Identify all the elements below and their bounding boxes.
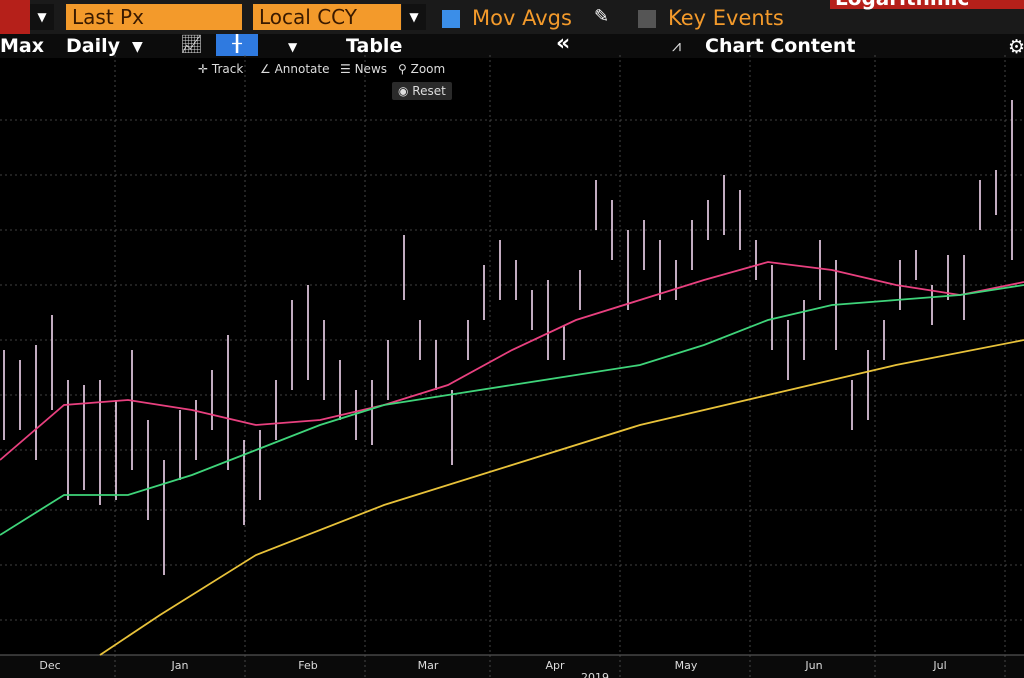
year-label: 2019	[581, 671, 609, 678]
checkbox[interactable]	[442, 10, 460, 28]
checkbox-label[interactable]: Key Events	[668, 6, 784, 30]
x-tick-label: Mar	[418, 659, 439, 672]
gear-icon[interactable]: ⚙	[1008, 36, 1024, 58]
tool-label: Annotate	[274, 62, 330, 76]
tool[interactable]: ∠ Annotate	[260, 62, 330, 76]
tool-label: Track	[211, 62, 244, 76]
dropdown-arrow[interactable]: ▼	[132, 39, 143, 55]
moving-average	[0, 261, 1024, 461]
corner	[0, 0, 30, 34]
tool[interactable]: ☰ News	[340, 62, 388, 76]
dropdown[interactable]: ▼	[30, 4, 54, 30]
dropdown-arrow[interactable]: ▼	[288, 40, 298, 54]
dropdown[interactable]: ▼	[402, 4, 426, 30]
axis-band	[0, 655, 1024, 678]
x-tick-label: May	[675, 659, 698, 672]
period-button[interactable]: Daily	[66, 35, 121, 57]
x-tick-label: Apr	[545, 659, 565, 672]
checkbox[interactable]	[638, 10, 656, 28]
checkbox-label[interactable]: Mov Avgs	[472, 6, 572, 30]
field[interactable]: Last Px	[66, 4, 242, 30]
collapse-icon[interactable]: «	[556, 31, 571, 56]
chart-content-button[interactable]: Chart Content	[705, 35, 856, 57]
tool-label: Zoom	[410, 62, 446, 76]
range-button[interactable]: Max	[0, 35, 44, 57]
tool[interactable]: ✛ Track	[198, 62, 244, 76]
table-button[interactable]: Table	[346, 35, 403, 57]
moving-average	[0, 284, 1024, 536]
tool-label: Reset	[412, 84, 446, 98]
scale-label[interactable]: Logarithmic	[835, 0, 969, 10]
x-tick-label: Jun	[804, 659, 822, 672]
tool-label: News	[354, 62, 388, 76]
field[interactable]: Local CCY	[253, 4, 401, 30]
toolbar-2	[0, 34, 1024, 58]
pencil-icon[interactable]: ✎	[594, 6, 610, 27]
scale-strip	[830, 0, 1024, 9]
line-icon[interactable]: 📈︎	[180, 34, 203, 55]
x-tick-label: Jan	[171, 659, 189, 672]
x-tick-label: Jul	[932, 659, 946, 672]
x-tick-label: Feb	[298, 659, 317, 672]
tool[interactable]: ⚲ Zoom	[398, 62, 446, 76]
reset-button[interactable]: ◉ Reset	[392, 82, 452, 100]
bar-icon[interactable]: ╂	[216, 34, 258, 56]
x-tick-label: Dec	[39, 659, 60, 672]
moving-average	[99, 339, 1024, 656]
chart-icon: ⩘	[672, 36, 682, 55]
